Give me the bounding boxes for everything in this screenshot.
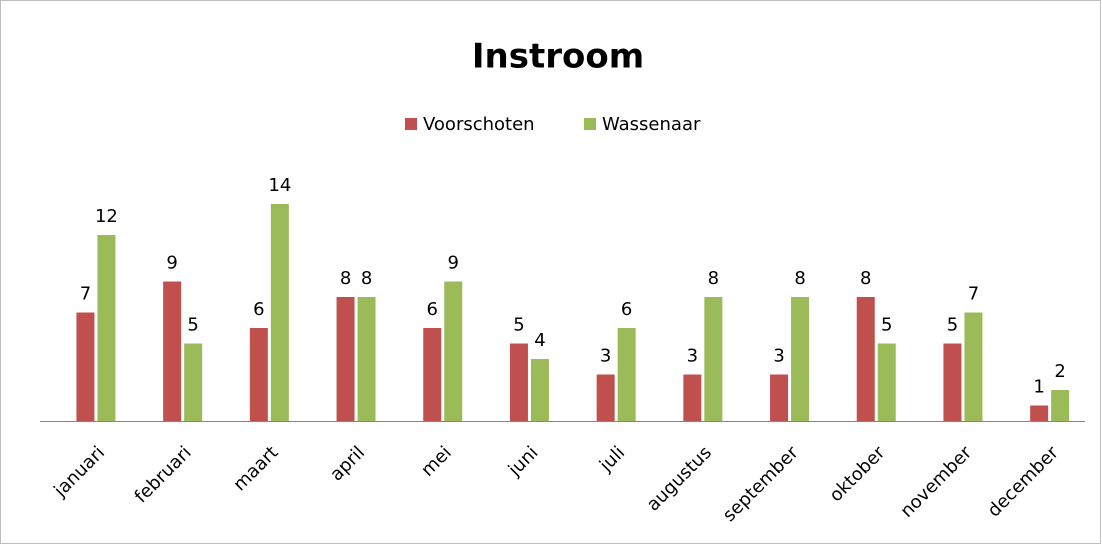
data-label: 6 xyxy=(427,299,438,320)
bar xyxy=(423,328,442,421)
data-label: 9 xyxy=(448,253,459,274)
legend-swatch xyxy=(405,118,417,130)
data-label: 12 xyxy=(95,206,118,227)
data-label: 3 xyxy=(773,346,784,367)
bar xyxy=(856,297,875,421)
bar xyxy=(184,343,203,421)
bar xyxy=(1030,405,1049,421)
data-label: 3 xyxy=(600,346,611,367)
data-label: 2 xyxy=(1054,361,1065,382)
data-label: 8 xyxy=(860,268,871,289)
chart-title: Instroom xyxy=(472,37,644,77)
bar xyxy=(877,343,896,421)
bar xyxy=(683,374,702,421)
bar xyxy=(617,328,636,421)
data-label: 8 xyxy=(794,268,805,289)
data-label: 5 xyxy=(947,315,958,336)
data-label: 5 xyxy=(187,315,198,336)
data-label: 3 xyxy=(687,346,698,367)
legend-label: Wassenaar xyxy=(602,114,701,135)
data-label: 1 xyxy=(1033,377,1044,398)
data-label: 7 xyxy=(968,284,979,305)
bar xyxy=(249,328,268,421)
data-label: 6 xyxy=(621,299,632,320)
bar xyxy=(704,297,723,421)
data-label: 5 xyxy=(513,315,524,336)
bar xyxy=(530,359,549,421)
data-label: 8 xyxy=(340,268,351,289)
bar xyxy=(357,297,376,421)
data-label: 4 xyxy=(534,330,545,351)
bar xyxy=(964,312,983,421)
bar xyxy=(163,281,182,421)
bar xyxy=(97,235,116,421)
data-label: 7 xyxy=(80,284,91,305)
bar xyxy=(336,297,355,421)
data-label: 9 xyxy=(166,253,177,274)
legend-swatch xyxy=(584,118,596,130)
bar xyxy=(770,374,789,421)
bar xyxy=(509,343,528,421)
bar xyxy=(791,297,810,421)
data-label: 5 xyxy=(881,315,892,336)
bar xyxy=(444,281,463,421)
bar xyxy=(1051,390,1070,421)
data-label: 8 xyxy=(708,268,719,289)
legend-label: Voorschoten xyxy=(423,114,535,135)
bar xyxy=(943,343,962,421)
bar xyxy=(76,312,95,421)
data-label: 6 xyxy=(253,299,264,320)
bar xyxy=(596,374,615,421)
data-label: 14 xyxy=(268,175,291,196)
data-label: 8 xyxy=(361,268,372,289)
bar xyxy=(270,204,289,421)
